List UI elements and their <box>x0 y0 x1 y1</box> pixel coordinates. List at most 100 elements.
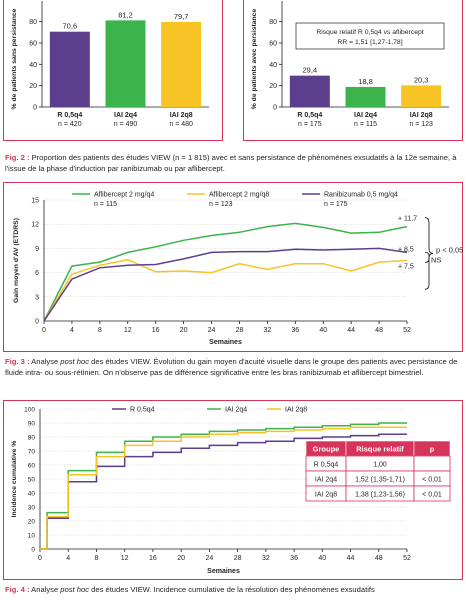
fig3-annotation-p: p < 0,05 <box>436 245 463 254</box>
fig3-legend-n: n = 123 <box>209 201 233 208</box>
fig2-left-ytick-label: 40 <box>29 62 37 69</box>
fig2-left-value-label: 79,7 <box>174 12 189 21</box>
fig2-left-category-label: IAI 2q4 <box>114 112 137 119</box>
fig3-end-label: + 7,5 <box>398 264 414 271</box>
fig4-ytick-label: 40 <box>28 491 36 498</box>
fig2-right-n-label: n = 175 <box>298 121 322 128</box>
fig2-left-ylabel: % de patients sans persistance <box>11 8 18 109</box>
fig3-xtick-label: 28 <box>236 327 244 334</box>
fig3-caption-italic: post hoc <box>60 357 90 366</box>
fig3-caption-label: Fig. 3 : <box>5 357 30 366</box>
fig2-left-chart: 0 20 40 60 80 % de patients sans persistance 7… <box>11 1 209 128</box>
fig3-xtick-label: 36 <box>291 327 299 334</box>
fig2-right-bar <box>345 86 386 107</box>
fig2-caption-text: Proportion des patients des études VIEW … <box>5 153 457 173</box>
fig2-left-category-label: R 0,5q4 <box>57 112 82 119</box>
fig2-left-n-label: n = 480 <box>169 121 193 128</box>
fig3-legend-label: Ranibizumab 0,5 mg/q4 <box>324 192 398 199</box>
fig2-left-value-label: 81,2 <box>118 10 133 19</box>
fig4-table-header: Risque relatif <box>356 445 404 454</box>
fig4-table-value: < 0,01 <box>422 477 442 484</box>
fig4-xtick-label: 52 <box>403 555 411 562</box>
fig4-series-step <box>40 433 407 550</box>
fig2-right-ytick-label: 20 <box>269 83 277 90</box>
fig2-right-value-label: 29,4 <box>303 66 318 75</box>
fig4-legend-label: R 0,5q4 <box>130 407 155 414</box>
fig2-left-ytick-label: 80 <box>29 19 37 26</box>
fig2-right-ylabel: % de patients avec persistance <box>251 9 258 110</box>
fig4-table-value: IAI 2q8 <box>315 492 337 499</box>
fig4-panel: 0 10 20 30 40 50 60 70 80 90 100 0 4 8 12 16 20 24 28 32 36 4… <box>3 400 463 580</box>
fig2-left-bar <box>105 20 146 108</box>
fig4-xtick-label: 40 <box>318 555 326 562</box>
fig4-ylabel: Incidence cumulative % <box>11 441 18 518</box>
fig4-caption: Fig. 4 : Analyse post hoc des études VIE… <box>5 585 463 596</box>
fig4-table-value: R 0,5q4 <box>314 462 339 469</box>
fig3-legend-n: n = 115 <box>94 201 117 208</box>
fig4-series-step <box>40 422 407 550</box>
fig3-series-line <box>43 222 408 322</box>
fig4-xtick-label: 8 <box>95 555 99 562</box>
fig2-left-ytick-label: 20 <box>29 83 37 90</box>
fig4-xtick-label: 48 <box>375 555 383 562</box>
fig3-ytick-label: 6 <box>35 270 39 277</box>
fig3-ytick-label: 0 <box>35 319 39 326</box>
fig4-xtick-label: 24 <box>205 555 213 562</box>
fig2-left-panel: 0 20 40 60 80 % de patients sans persistance 7… <box>3 0 223 141</box>
fig2-right-ytick-label: 40 <box>269 62 277 69</box>
fig4-xtick-label: 44 <box>347 555 355 562</box>
fig3-end-label: + 11,7 <box>398 216 417 223</box>
fig2-right-ytick-label: 60 <box>269 41 277 48</box>
fig2-left-n-label: n = 420 <box>58 121 82 128</box>
fig4-table-value: IAI 2q4 <box>315 477 337 484</box>
fig4-legend-label: IAI 2q8 <box>285 407 307 414</box>
fig3-ytick-label: 9 <box>35 246 39 253</box>
fig4-legend-label: IAI 2q4 <box>225 407 247 414</box>
fig3-xtick-label: 48 <box>375 327 383 334</box>
fig3-xtick-label: 40 <box>319 327 327 334</box>
fig3-caption-text-2: des études VIEW. Évolution du gain moyen… <box>5 357 458 377</box>
fig3-xtick-label: 16 <box>152 327 160 334</box>
fig3-ytick-label: 3 <box>35 294 39 301</box>
fig3-caption: Fig. 3 : Analyse post hoc des études VIE… <box>5 357 463 378</box>
fig4-caption-text-1: Analyse <box>29 585 61 594</box>
fig3-brace-p <box>424 217 434 290</box>
fig3-xtick-label: 0 <box>42 327 46 334</box>
fig2-left-ytick-label: 0 <box>33 105 37 112</box>
fig4-ytick-label: 50 <box>28 477 36 484</box>
fig3-ytick-label: 15 <box>31 198 39 205</box>
fig2-right-n-label: n = 123 <box>409 121 433 128</box>
fig4-xtick-label: 4 <box>66 555 70 562</box>
fig3-series-line <box>43 258 408 322</box>
fig4-xtick-label: 12 <box>121 555 129 562</box>
fig2-right-value-label: 18,8 <box>358 77 373 86</box>
fig4-ytick-label: 90 <box>28 421 36 428</box>
fig4-table-header: Groupe <box>313 445 340 454</box>
fig3-legend-label: Aflibercept 2 mg/q8 <box>209 192 269 199</box>
fig4-xtick-label: 16 <box>149 555 157 562</box>
fig4-ytick-label: 0 <box>31 547 35 554</box>
fig2-right-n-label: n = 115 <box>354 121 377 128</box>
fig3-brace-ns <box>424 251 430 263</box>
fig2-left-category-label: IAI 2q8 <box>170 112 193 119</box>
fig3-panel: 0 3 6 9 12 15 0 4 8 12 16 20 24 28 32 36 40 44 48 52 Semaine… <box>3 182 463 352</box>
fig2-caption-label: Fig. 2 : <box>5 153 30 162</box>
fig4-caption-text-2: des études VIEW. Incidence cumulative de… <box>89 585 375 594</box>
fig4-table-header: p <box>430 445 435 454</box>
fig2-caption: Fig. 2 : Proportion des patients des étu… <box>5 153 463 174</box>
fig3-ytick-label: 12 <box>31 222 39 229</box>
fig2-right-category-label: R 0,5q4 <box>297 112 322 119</box>
fig4-table-value: 1,00 <box>373 462 387 469</box>
fig4-xtick-label: 20 <box>177 555 185 562</box>
fig2-left-bar <box>161 21 202 108</box>
fig3-xtick-label: 12 <box>124 327 132 334</box>
fig3-xtick-label: 20 <box>180 327 188 334</box>
fig3-caption-text-1: Analyse <box>29 357 61 366</box>
fig2-left-n-label: n = 490 <box>114 121 138 128</box>
fig4-ytick-label: 30 <box>28 505 36 512</box>
fig3-xtick-label: 24 <box>208 327 216 334</box>
fig4-series-step <box>40 426 407 550</box>
fig2-right-annotation-box <box>295 22 445 50</box>
